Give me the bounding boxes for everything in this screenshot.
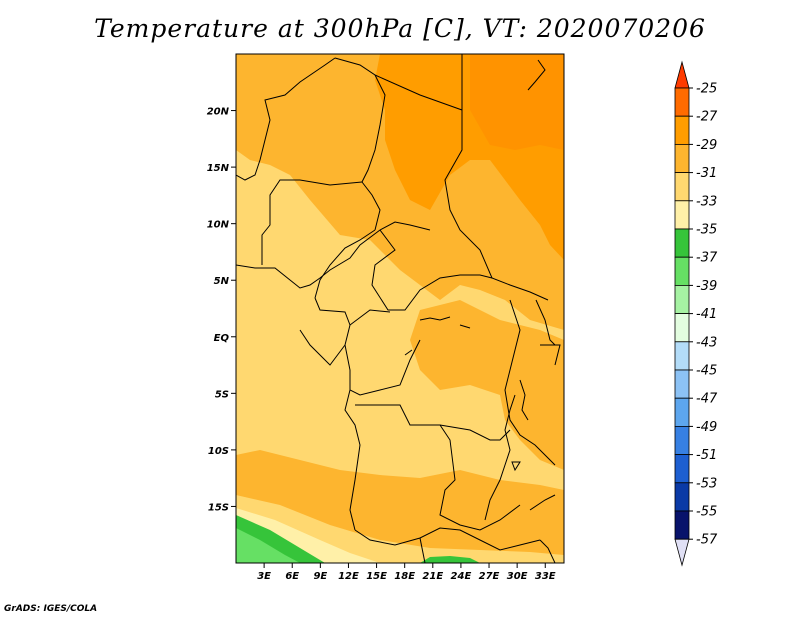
latitude-ticks: 20N 15N 10N 5N EQ 5S 10S 15S [207, 107, 236, 513]
colorbar-label: -57 [696, 533, 718, 548]
map-title: Temperature at 300hPa [C], VT: 202007020… [94, 14, 706, 43]
lon-tick-label: 24E [451, 571, 472, 582]
lat-tick-label: 15S [208, 502, 229, 513]
colorbar-label: -43 [696, 335, 717, 350]
colorbar-label: -31 [696, 166, 717, 181]
colorbar-label: -53 [696, 476, 717, 491]
colorbar-label: -27 [696, 110, 718, 125]
lon-tick-label: 33E [535, 571, 556, 582]
colorbar-box [674, 341, 690, 371]
lat-tick-label: 10N [207, 220, 230, 231]
longitude-ticks: 3E 6E 9E 12E 15E 18E 21E 24E 27E 30E 33E [257, 563, 556, 582]
colorbar-label: -49 [696, 420, 717, 435]
lat-tick-label: 20N [207, 107, 230, 118]
lon-tick-label: 27E [479, 571, 500, 582]
lon-tick-label: 15E [366, 571, 387, 582]
grads-credit: GrADS: IGES/COLA [4, 604, 98, 614]
colorbar-box [674, 313, 690, 343]
colorbar-bottom-triangle [674, 538, 690, 567]
band-minus-31-east [410, 300, 564, 470]
lon-tick-label: 9E [313, 571, 327, 582]
lon-tick-label: 21E [422, 571, 443, 582]
colorbar-box [674, 482, 690, 512]
lon-tick-label: 30E [507, 571, 528, 582]
colorbar-label: -45 [696, 364, 717, 379]
colorbar-box [674, 397, 690, 427]
lon-tick-label: 18E [394, 571, 415, 582]
colorbar-box [674, 143, 690, 173]
colorbar-box [674, 115, 690, 145]
colorbar-box [674, 454, 690, 484]
colorbar-box [674, 284, 690, 314]
colorbar-label: -39 [696, 279, 717, 294]
colorbar-box [674, 510, 690, 540]
lat-tick-label: 5S [215, 389, 229, 400]
lon-tick-label: 12E [338, 571, 359, 582]
band-minus-37-south-center [420, 556, 480, 563]
band-minus-27-north [470, 54, 564, 150]
plot-frame [235, 53, 565, 564]
colorbar-label: -51 [696, 448, 717, 463]
colorbar-box [674, 425, 690, 455]
colorbar-label: -37 [696, 251, 718, 266]
colorbar-label: -41 [696, 307, 717, 322]
lat-tick-label: 15N [207, 163, 230, 174]
colorbar-box [674, 256, 690, 286]
band-minus-39 [236, 528, 300, 563]
colorbar-top-triangle [674, 60, 690, 89]
temperature-field [236, 54, 564, 563]
colorbar: -25 -27 -29 -31 -33 -35 -37 -39 -41 -43 -45 -47 -49 -… [674, 60, 718, 567]
colorbar-box [674, 172, 690, 202]
lat-tick-label: 5N [214, 276, 230, 287]
lon-tick-label: 6E [285, 571, 299, 582]
colorbar-label: -25 [696, 82, 717, 97]
colorbar-label: -29 [696, 138, 717, 153]
colorbar-box [674, 369, 690, 399]
lon-tick-label: 3E [257, 571, 271, 582]
colorbar-label: -55 [696, 505, 717, 520]
lat-tick-label: EQ [214, 333, 230, 344]
colorbar-box [674, 200, 690, 230]
lat-tick-label: 10S [208, 446, 229, 457]
colorbar-box [674, 228, 690, 258]
colorbar-label: -35 [696, 223, 717, 238]
colorbar-box [674, 87, 690, 117]
colorbar-label: -47 [696, 392, 718, 407]
country-boundaries [236, 54, 561, 563]
colorbar-label: -33 [696, 194, 717, 209]
